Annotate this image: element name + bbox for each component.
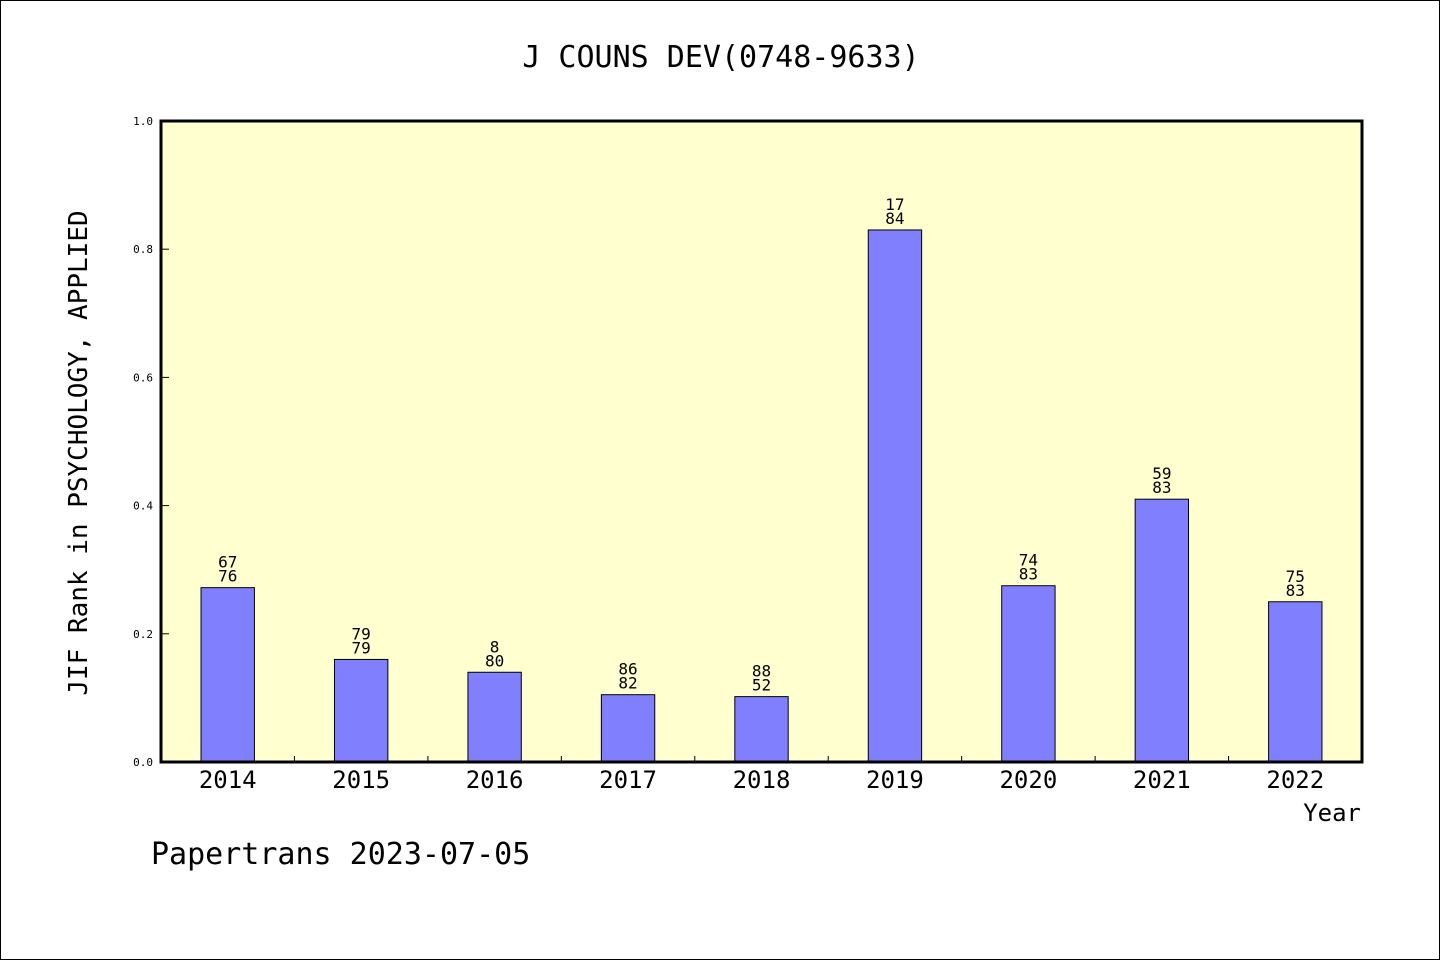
y-tick-label: 0.2 [133, 628, 153, 641]
x-tick-label: 2020 [999, 766, 1057, 794]
bar-label-top: 17 [885, 195, 904, 214]
bar [1001, 585, 1056, 763]
x-tick-label: 2017 [599, 766, 657, 794]
bar-label-bottom: 76 [218, 567, 237, 586]
x-tick-label: 2018 [733, 766, 791, 794]
bar [600, 694, 656, 763]
y-tick-label: 0.4 [133, 500, 153, 513]
bar-label-top: 86 [618, 660, 637, 679]
bar [1268, 601, 1323, 763]
bar [333, 658, 389, 763]
bar-label-bottom: 84 [885, 209, 904, 228]
y-tick-label: 0.0 [133, 756, 153, 769]
bar-label-top: 75 [1286, 567, 1305, 586]
bar-label-bottom: 83 [1152, 478, 1171, 497]
x-tick-label: 2015 [332, 766, 390, 794]
bar [867, 229, 923, 763]
x-tick-label: 2021 [1133, 766, 1191, 794]
bar-label-top: 59 [1152, 464, 1171, 483]
bar-label-top: 88 [752, 662, 771, 681]
y-tick-label: 0.6 [133, 371, 153, 384]
y-axis-label: JIF Rank in PSYCHOLOGY, APPLIED [64, 210, 94, 695]
bar [467, 671, 522, 763]
plot-border [159, 119, 1364, 764]
bar-label-bottom: 52 [752, 676, 771, 695]
bar [1134, 498, 1190, 763]
bar [200, 587, 255, 763]
y-tick-label: 1.0 [133, 115, 153, 128]
bar [734, 696, 789, 763]
bar-label-bottom: 80 [485, 651, 504, 670]
x-tick-label: 2019 [866, 766, 924, 794]
bar-label-bottom: 83 [1286, 581, 1305, 600]
footer-credit: Papertrans 2023-07-05 [151, 837, 530, 872]
bar-label-top: 67 [218, 553, 237, 572]
x-axis: 2014 2015 2016 2017 2018 2019 2020 2021 2022 [199, 756, 1324, 794]
y-axis: 0.0 0.2 0.4 0.6 0.8 1.0 [133, 115, 169, 769]
x-tick-label: 2016 [466, 766, 524, 794]
x-tick-label: 2014 [199, 766, 257, 794]
bar-label-bottom: 83 [1019, 565, 1038, 584]
x-tick-label: 2022 [1266, 766, 1324, 794]
bar-label-top: 74 [1019, 551, 1038, 570]
y-tick-label: 0.8 [133, 243, 153, 256]
x-axis-label: Year [1303, 799, 1361, 827]
bar-label-bottom: 79 [352, 638, 371, 657]
bar-label-top: 79 [352, 624, 371, 643]
chart-title: J COUNS DEV(0748-9633) [522, 40, 919, 75]
bar-label-top: 8 [490, 637, 500, 656]
bar-label-bottom: 82 [618, 674, 637, 693]
